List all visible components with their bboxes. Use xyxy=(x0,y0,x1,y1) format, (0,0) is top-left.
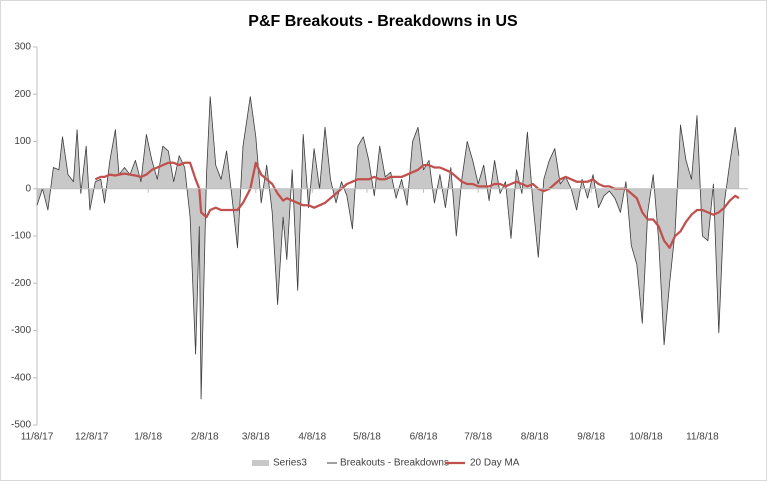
y-tick-label: 200 xyxy=(14,89,31,100)
legend-swatch xyxy=(252,460,269,466)
legend-label: 20 Day MA xyxy=(470,458,520,469)
line xyxy=(36,96,740,400)
y-tick-label: -500 xyxy=(11,420,31,431)
y-tick-label: -200 xyxy=(11,278,31,289)
x-tick-label: 6/8/18 xyxy=(410,432,438,443)
x-tick-label: 2/8/18 xyxy=(191,432,219,443)
x-tick-label: 3/8/18 xyxy=(242,432,270,443)
chart-title: P&F Breakouts - Breakdowns in US xyxy=(248,13,518,30)
y-tick-label: 300 xyxy=(14,42,31,53)
y-tick-label: 100 xyxy=(14,136,31,147)
x-tick-label: 11/8/18 xyxy=(686,432,719,443)
y-tick-label: -100 xyxy=(11,231,31,242)
x-tick-label: 11/8/17 xyxy=(21,432,54,443)
y-tick-label: -300 xyxy=(11,325,31,336)
y-tick-label: 0 xyxy=(25,183,31,194)
legend-label: Series3 xyxy=(273,458,307,469)
y-tick-label: -400 xyxy=(11,372,31,383)
x-tick-label: 5/8/18 xyxy=(353,432,381,443)
x-tick-label: 7/8/18 xyxy=(464,432,492,443)
x-tick-label: 9/8/18 xyxy=(577,432,605,443)
x-tick-label: 1/8/18 xyxy=(134,432,162,443)
legend-label: Breakouts - Breakdowns xyxy=(340,458,449,469)
x-tick-label: 4/8/18 xyxy=(298,432,326,443)
x-tick-label: 10/8/18 xyxy=(629,432,663,443)
x-tick-label: 8/8/18 xyxy=(521,432,549,443)
x-tick-label: 12/8/17 xyxy=(75,432,109,443)
